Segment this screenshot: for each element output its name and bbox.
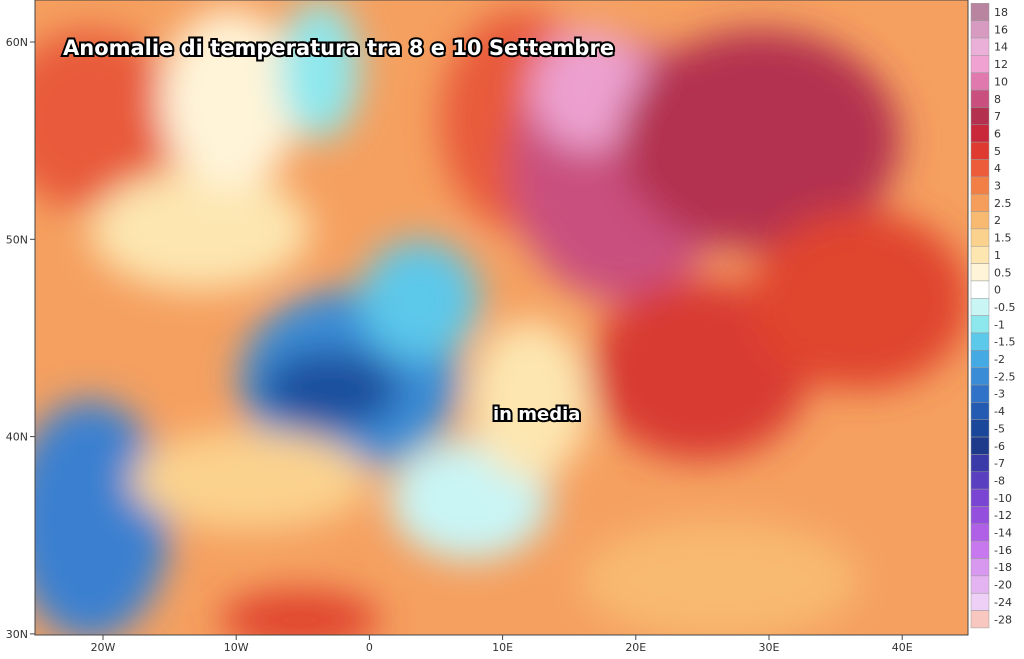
colorbar-label: -3 [994,388,1005,401]
colorbar-label: 1 [994,249,1001,262]
colorbar-label: 6 [994,127,1001,140]
colorbar-swatch [970,89,990,108]
colorbar-swatch [970,298,990,316]
colorbar-swatch [970,436,990,455]
colorbar-label: 16 [994,23,1008,36]
colorbar-label: -10 [994,492,1012,505]
colorbar-label: 8 [994,93,1001,106]
colorbar-label: 1.5 [994,232,1012,245]
map-frame [34,0,969,636]
map-title: Anomalie di temperatura tra 8 e 10 Sette… [63,36,614,60]
lon-label: 20E [625,641,646,654]
colorbar-swatch [970,610,990,629]
colorbar-swatch [970,3,990,21]
colorbar-swatch [970,350,990,368]
colorbar-swatch [970,540,990,559]
colorbar-swatch [970,20,990,39]
anomaly-field [35,0,968,635]
lon-label: 10W [224,641,249,654]
colorbar-label: -1.5 [994,336,1015,349]
colorbar-swatch [970,124,990,143]
colorbar-swatch [970,506,990,525]
colorbar-label: -28 [994,613,1012,626]
colorbar-label: 0 [994,284,1001,297]
lat-label: 60N [6,36,28,49]
lat-label: 30N [6,628,28,641]
colorbar-label: 14 [994,41,1008,54]
colorbar-label: -16 [994,544,1012,557]
colorbar-label: -12 [994,509,1012,522]
colorbar-swatch [970,245,990,264]
colorbar-label: -5 [994,422,1005,435]
colorbar-label: 4 [994,162,1001,175]
lon-label: 40E [892,641,913,654]
colorbar-swatch [970,211,990,230]
colorbar-label: 3 [994,180,1001,193]
colorbar-swatch [970,315,990,334]
colorbar-label: -0.5 [994,301,1015,314]
lat-label: 50N [6,233,28,246]
colorbar-label: -7 [994,457,1005,470]
colorbar-swatch [970,488,990,507]
colorbar-swatch [970,384,990,403]
colorbar-swatch [970,367,990,386]
colorbar-label: 5 [994,145,1001,158]
colorbar-swatch [970,575,990,594]
colorbar-label: 18 [994,6,1008,19]
colorbar-swatch [970,419,990,438]
colorbar-swatch [970,592,990,611]
colorbar-swatch [970,107,990,126]
lon-label: 10E [492,641,513,654]
lon-label: 0 [366,641,373,654]
colorbar-label: -2 [994,353,1005,366]
lat-label: 40N [6,431,28,444]
colorbar-swatch [970,263,990,282]
colorbar-swatch [970,454,990,473]
colorbar-swatch [970,471,990,490]
colorbar-label: -18 [994,561,1012,574]
colorbar-swatch [970,176,990,195]
colorbar-label: 0.5 [994,266,1012,279]
colorbar-label: -24 [994,596,1012,609]
colorbar-swatch [970,280,990,299]
colorbar-swatch [970,558,990,577]
colorbar-swatch [970,523,990,542]
colorbar-label: -20 [994,579,1012,592]
colorbar-swatch [970,72,990,91]
colorbar-swatch [970,193,990,212]
colorbar-label: 12 [994,58,1008,71]
colorbar-label: 2 [994,214,1001,227]
lon-label: 30E [759,641,780,654]
colorbar-swatch [970,332,990,351]
colorbar-swatch [970,159,990,178]
colorbar-label: -14 [994,527,1012,540]
colorbar-swatch [970,141,990,160]
colorbar-label: -6 [994,440,1005,453]
colorbar-swatch [970,55,990,73]
annotation: in media [493,404,580,425]
colorbar-swatch [970,37,990,56]
colorbar-swatch [970,228,990,247]
colorbar-label: -2.5 [994,370,1015,383]
colorbar-label: -4 [994,405,1005,418]
colorbar-swatch [970,402,990,420]
colorbar-label: -1 [994,318,1005,331]
colorbar-label: 2.5 [994,197,1012,210]
colorbar-label: 7 [994,110,1001,123]
colorbar-label: 10 [994,75,1008,88]
lon-label: 20W [91,641,116,654]
colorbar-label: -8 [994,474,1005,487]
